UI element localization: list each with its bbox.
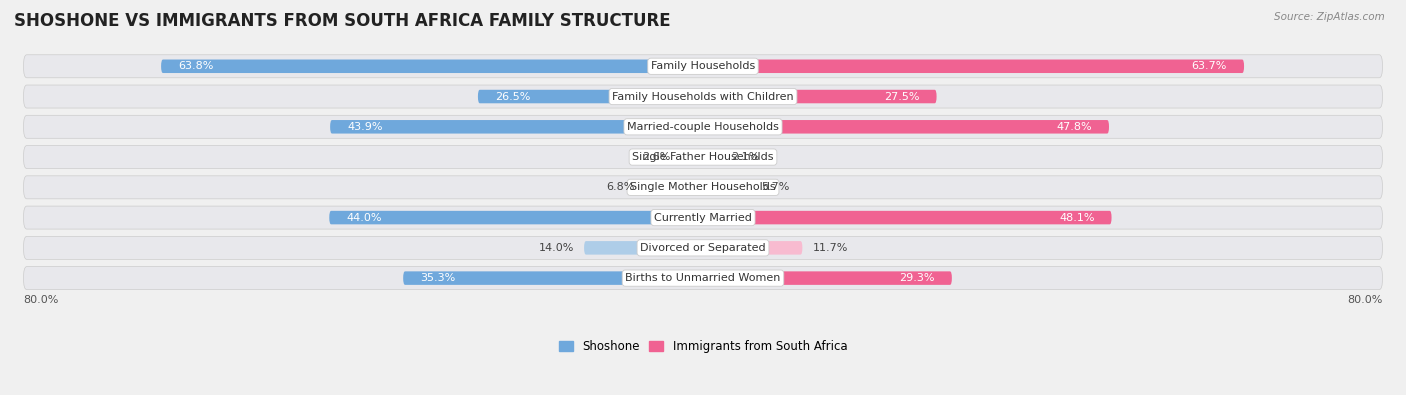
FancyBboxPatch shape <box>703 271 952 285</box>
Text: Source: ZipAtlas.com: Source: ZipAtlas.com <box>1274 12 1385 22</box>
Text: 35.3%: 35.3% <box>420 273 456 283</box>
FancyBboxPatch shape <box>24 236 1382 260</box>
Text: Births to Unmarried Women: Births to Unmarried Women <box>626 273 780 283</box>
Text: 47.8%: 47.8% <box>1056 122 1092 132</box>
Text: 44.0%: 44.0% <box>346 213 382 223</box>
FancyBboxPatch shape <box>645 181 703 194</box>
FancyBboxPatch shape <box>24 115 1382 138</box>
Text: 6.8%: 6.8% <box>606 182 636 192</box>
FancyBboxPatch shape <box>24 146 1382 169</box>
Text: 80.0%: 80.0% <box>24 295 59 305</box>
Text: 11.7%: 11.7% <box>813 243 848 253</box>
FancyBboxPatch shape <box>681 150 703 164</box>
Text: Family Households: Family Households <box>651 61 755 71</box>
Text: 63.8%: 63.8% <box>179 61 214 71</box>
FancyBboxPatch shape <box>478 90 703 103</box>
FancyBboxPatch shape <box>703 181 751 194</box>
FancyBboxPatch shape <box>329 211 703 224</box>
Text: 5.7%: 5.7% <box>762 182 790 192</box>
Text: 43.9%: 43.9% <box>347 122 382 132</box>
Text: Married-couple Households: Married-couple Households <box>627 122 779 132</box>
FancyBboxPatch shape <box>162 60 703 73</box>
Text: 29.3%: 29.3% <box>900 273 935 283</box>
FancyBboxPatch shape <box>703 241 803 255</box>
Text: 27.5%: 27.5% <box>884 92 920 102</box>
Text: 48.1%: 48.1% <box>1059 213 1094 223</box>
Text: 63.7%: 63.7% <box>1192 61 1227 71</box>
FancyBboxPatch shape <box>703 120 1109 134</box>
Text: 80.0%: 80.0% <box>1347 295 1382 305</box>
FancyBboxPatch shape <box>703 90 936 103</box>
FancyBboxPatch shape <box>583 241 703 255</box>
FancyBboxPatch shape <box>24 85 1382 108</box>
Text: 26.5%: 26.5% <box>495 92 530 102</box>
FancyBboxPatch shape <box>24 55 1382 78</box>
Text: Divorced or Separated: Divorced or Separated <box>640 243 766 253</box>
FancyBboxPatch shape <box>24 206 1382 229</box>
Text: 2.1%: 2.1% <box>731 152 759 162</box>
Legend: Shoshone, Immigrants from South Africa: Shoshone, Immigrants from South Africa <box>558 340 848 353</box>
Text: 2.6%: 2.6% <box>643 152 671 162</box>
Text: Currently Married: Currently Married <box>654 213 752 223</box>
Text: Single Father Households: Single Father Households <box>633 152 773 162</box>
Text: Single Mother Households: Single Mother Households <box>630 182 776 192</box>
Text: SHOSHONE VS IMMIGRANTS FROM SOUTH AFRICA FAMILY STRUCTURE: SHOSHONE VS IMMIGRANTS FROM SOUTH AFRICA… <box>14 12 671 30</box>
FancyBboxPatch shape <box>24 176 1382 199</box>
FancyBboxPatch shape <box>404 271 703 285</box>
FancyBboxPatch shape <box>703 60 1244 73</box>
FancyBboxPatch shape <box>703 150 721 164</box>
Text: Family Households with Children: Family Households with Children <box>612 92 794 102</box>
FancyBboxPatch shape <box>330 120 703 134</box>
FancyBboxPatch shape <box>703 211 1112 224</box>
FancyBboxPatch shape <box>24 267 1382 290</box>
Text: 14.0%: 14.0% <box>538 243 574 253</box>
